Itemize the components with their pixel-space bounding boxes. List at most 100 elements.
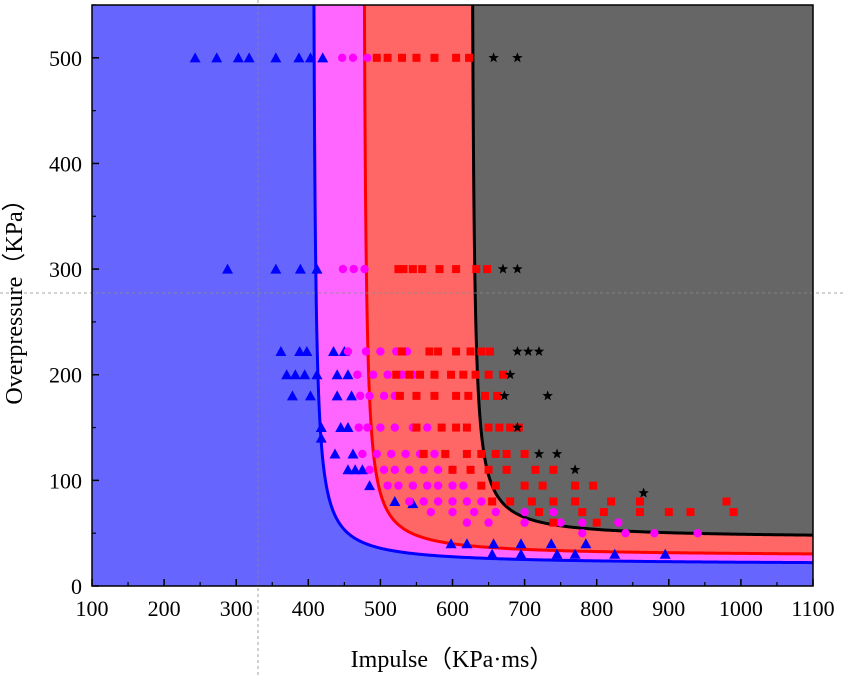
data-point-square xyxy=(686,508,695,517)
data-point-circle xyxy=(556,518,565,527)
data-point-square xyxy=(412,53,421,62)
data-point-square xyxy=(465,53,474,62)
data-point-circle xyxy=(356,391,365,401)
data-point-circle xyxy=(448,481,457,490)
data-point-triangle xyxy=(331,390,343,401)
data-point-circle xyxy=(614,518,623,527)
data-point-triangle xyxy=(293,52,305,63)
data-point-circle xyxy=(693,528,702,538)
data-point-square xyxy=(491,449,500,458)
boundary-curve-blue xyxy=(312,5,813,565)
x-axis-title: Impulse（KPa·ms） xyxy=(351,647,554,673)
data-point-square xyxy=(452,347,461,356)
data-point-square xyxy=(607,497,616,506)
x-tick-label: 300 xyxy=(220,596,253,621)
region-gray-fill xyxy=(472,5,813,536)
data-point-square xyxy=(459,370,468,379)
x-tick-label: 700 xyxy=(508,596,541,621)
data-point-square xyxy=(549,465,558,474)
data-point-star xyxy=(569,464,581,475)
data-point-circle xyxy=(338,264,348,274)
data-point-triangle xyxy=(329,448,341,459)
data-point-square xyxy=(493,391,502,400)
data-point-square xyxy=(578,508,587,517)
data-point-circle xyxy=(433,497,443,506)
data-point-circle xyxy=(354,423,363,432)
data-point-square xyxy=(466,465,475,474)
data-point-square xyxy=(412,391,421,400)
data-point-square xyxy=(447,370,456,379)
data-point-circle xyxy=(621,528,630,538)
data-point-circle xyxy=(390,465,400,474)
data-point-circle xyxy=(459,481,468,490)
data-point-square xyxy=(425,347,434,356)
data-point-square xyxy=(383,53,392,62)
data-point-square xyxy=(480,391,489,400)
data-point-triangle xyxy=(515,548,527,559)
data-point-square xyxy=(435,265,444,274)
data-point-triangle xyxy=(304,390,316,401)
data-point-square xyxy=(506,497,515,506)
data-point-circle xyxy=(520,518,529,527)
data-point-square xyxy=(485,347,494,356)
data-point-triangle xyxy=(545,538,557,549)
data-point-square xyxy=(448,465,457,474)
data-point-circle xyxy=(520,507,529,517)
y-tick-label: 200 xyxy=(49,363,82,388)
y-tick-label: 400 xyxy=(49,151,82,176)
data-point-circle xyxy=(426,507,436,517)
data-point-circle xyxy=(469,507,479,517)
data-point-circle xyxy=(433,465,443,474)
data-point-square xyxy=(531,465,540,474)
data-point-square xyxy=(729,508,738,517)
data-point-circle xyxy=(337,53,347,63)
data-point-triangle xyxy=(461,538,473,549)
x-tick-label: 200 xyxy=(148,596,181,621)
x-tick-label: 600 xyxy=(436,596,469,621)
data-point-circle xyxy=(379,465,389,474)
data-point-square xyxy=(419,449,428,458)
y-tick-label: 300 xyxy=(49,257,82,282)
data-point-triangle xyxy=(301,345,313,356)
data-point-circle xyxy=(353,370,362,379)
data-point-star xyxy=(542,390,553,401)
axes-layer: 100 200 300 400 500 600 700 800 900 1000 110001002… xyxy=(49,4,835,621)
data-point-square xyxy=(372,53,381,62)
data-point-circle xyxy=(401,449,410,459)
data-point-triangle xyxy=(445,538,457,549)
data-point-circle xyxy=(491,507,500,517)
data-point-square xyxy=(484,465,493,474)
data-point-square xyxy=(520,481,529,490)
data-point-square xyxy=(592,518,601,527)
data-point-star xyxy=(497,263,509,274)
data-point-triangle xyxy=(243,52,255,63)
data-point-triangle xyxy=(315,432,327,443)
data-point-triangle xyxy=(299,369,311,380)
data-point-triangle xyxy=(389,495,401,506)
data-point-square xyxy=(399,265,408,274)
data-point-square xyxy=(484,423,493,432)
data-point-square xyxy=(452,423,461,432)
data-point-square xyxy=(472,265,481,274)
data-point-square xyxy=(488,497,497,506)
data-point-square xyxy=(477,481,486,490)
data-point-square xyxy=(395,391,404,400)
data-point-square xyxy=(430,391,439,400)
plot-clip-group xyxy=(92,5,813,586)
data-point-square xyxy=(502,449,511,458)
data-point-square xyxy=(452,53,461,62)
data-point-circle xyxy=(365,465,374,474)
data-point-circle xyxy=(448,507,457,517)
data-point-square xyxy=(418,265,427,274)
data-point-square xyxy=(549,497,558,506)
data-point-triangle xyxy=(304,52,316,63)
data-point-circle xyxy=(343,347,353,356)
data-point-circle xyxy=(383,370,392,379)
data-point-triangle xyxy=(349,464,361,475)
data-point-square xyxy=(589,481,598,490)
data-point-triangle xyxy=(342,464,354,475)
data-point-circle xyxy=(379,391,389,401)
x-tick-label: 1000 xyxy=(719,596,763,621)
x-tick-label: 100 xyxy=(76,596,109,621)
